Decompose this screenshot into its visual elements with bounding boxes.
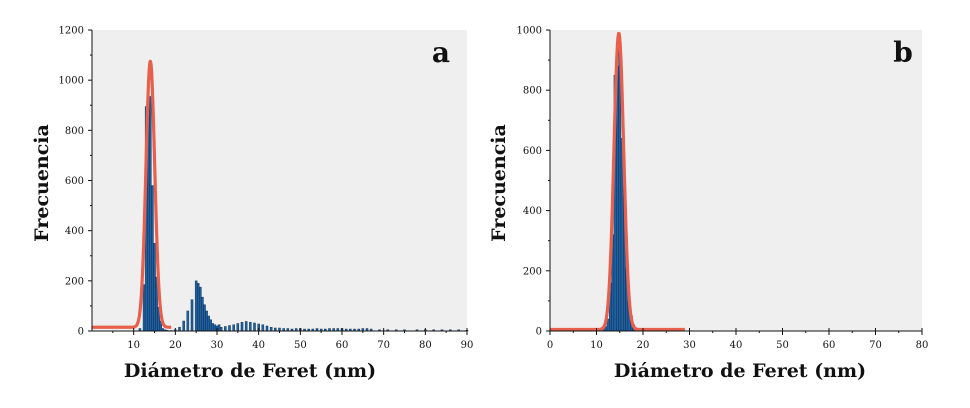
histogram-bar: [232, 324, 235, 332]
histogram-bar: [203, 304, 206, 332]
histogram-bar: [207, 315, 210, 332]
histogram-bar: [151, 185, 154, 332]
panel-b: 0 200 400 600 800 1000 0 10 20 30 40 50 60 70 80 Diámet…: [488, 26, 928, 383]
histogram-bar: [213, 324, 217, 332]
y-tick-label: 800: [65, 126, 84, 137]
histogram-bar: [265, 325, 269, 332]
x-tick-label: 70: [377, 340, 390, 351]
x-axis-title: Diámetro de Feret (nm): [614, 360, 866, 382]
x-tick-label: 10: [127, 340, 140, 351]
x-axis-title: Diámetro de Feret (nm): [124, 360, 376, 382]
y-tick-label: 1000: [517, 26, 542, 37]
histogram-bar: [153, 243, 156, 332]
gaussian-fit-curve: [548, 31, 686, 332]
histogram-bar: [186, 310, 190, 332]
x-tick-label: 30: [211, 340, 224, 351]
y-tick-label: 0: [78, 327, 84, 338]
histogram-bar: [209, 319, 212, 332]
histogram-bar: [182, 320, 185, 332]
histogram-bar: [249, 322, 252, 332]
histogram-bar: [142, 284, 146, 332]
y-tick-label: 600: [523, 146, 542, 157]
y-tick-label: 200: [65, 276, 84, 287]
x-tick-label: 40: [252, 340, 265, 351]
y-tick-label: 1200: [59, 26, 84, 37]
histogram-bar: [211, 323, 215, 332]
histogram-bar: [244, 321, 248, 332]
x-tick-label: 50: [294, 340, 307, 351]
plot-background: [550, 30, 922, 331]
x-tick-label: 60: [336, 340, 349, 351]
histogram-bar: [205, 310, 208, 332]
x-tick-label: 90: [461, 340, 474, 351]
x-tick-label: 70: [869, 340, 882, 351]
y-tick-label: 400: [523, 206, 542, 217]
histogram-bar: [194, 280, 198, 332]
y-tick-label: 400: [65, 226, 84, 237]
x-tick-label: 60: [823, 340, 836, 351]
histogram-bar: [217, 324, 221, 332]
histogram-bar: [228, 325, 231, 332]
histogram-bar: [197, 283, 200, 332]
histogram-bar: [269, 327, 273, 332]
x-tick-label: 10: [590, 340, 603, 351]
histogram-bar: [201, 296, 204, 332]
x-tick-label: 40: [730, 340, 743, 351]
histogram-bar: [178, 327, 181, 332]
y-tick-label: 0: [536, 327, 542, 338]
histogram-bar: [219, 327, 223, 332]
histogram-bar: [236, 323, 240, 332]
gaussian-fit-curve: [90, 59, 173, 329]
y-axis-title: Frecuencia: [31, 124, 53, 242]
y-tick-label: 800: [523, 86, 542, 97]
histogram-bar: [253, 322, 256, 332]
panel-a: 0 200 400 600 800 1000 1200 10 20 30 40 50 60 70 80 90 D…: [31, 26, 473, 383]
x-tick-label: 20: [637, 340, 650, 351]
x-tick-label: 80: [419, 340, 432, 351]
x-tick-label: 20: [169, 340, 182, 351]
histogram-bar: [261, 324, 265, 332]
y-tick-label: 200: [523, 266, 542, 277]
x-tick-label: 30: [683, 340, 696, 351]
y-tick-label: 600: [65, 176, 84, 187]
x-tick-label: 80: [916, 340, 929, 351]
y-tick-label: 1000: [59, 76, 84, 87]
panel-letter: a: [432, 36, 450, 69]
x-tick-label: 0: [547, 340, 553, 351]
histogram-bar: [224, 326, 227, 332]
x-tick-label: 50: [776, 340, 789, 351]
histogram-bar: [240, 322, 244, 332]
histogram-bar: [149, 96, 152, 332]
histogram-bar: [199, 286, 202, 332]
panel-letter: b: [893, 36, 913, 69]
y-axis-title: Frecuencia: [488, 124, 510, 242]
histogram-bar: [190, 299, 194, 332]
